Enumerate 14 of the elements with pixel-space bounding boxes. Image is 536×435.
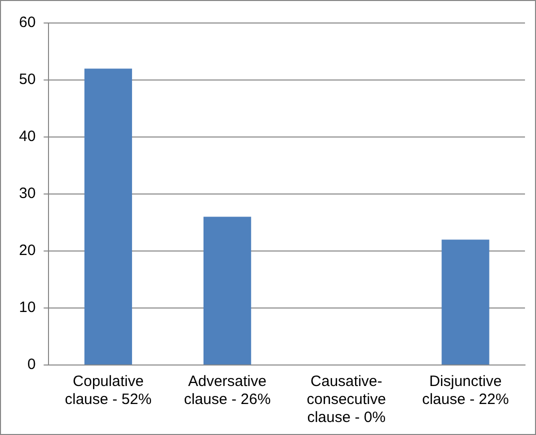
y-tick-label: 10 bbox=[18, 299, 36, 316]
y-tick-label: 50 bbox=[18, 71, 36, 88]
y-tick-label: 30 bbox=[18, 185, 36, 202]
y-tick-label: 40 bbox=[18, 128, 36, 146]
x-tick-label: Disjunctive clause - 22% bbox=[422, 373, 509, 408]
y-tick-label: 60 bbox=[18, 14, 36, 32]
bar bbox=[442, 240, 490, 364]
y-tick-label: 20 bbox=[18, 242, 36, 260]
bar bbox=[84, 68, 132, 364]
x-tick-label: Adversative clause - 26% bbox=[184, 373, 271, 408]
y-tick-label: 0 bbox=[27, 356, 36, 374]
x-tick-label: Copulative clause - 52% bbox=[64, 373, 152, 408]
x-tick-label: Causative-consecutive clause - 0% bbox=[306, 373, 386, 426]
bar bbox=[203, 216, 252, 364]
